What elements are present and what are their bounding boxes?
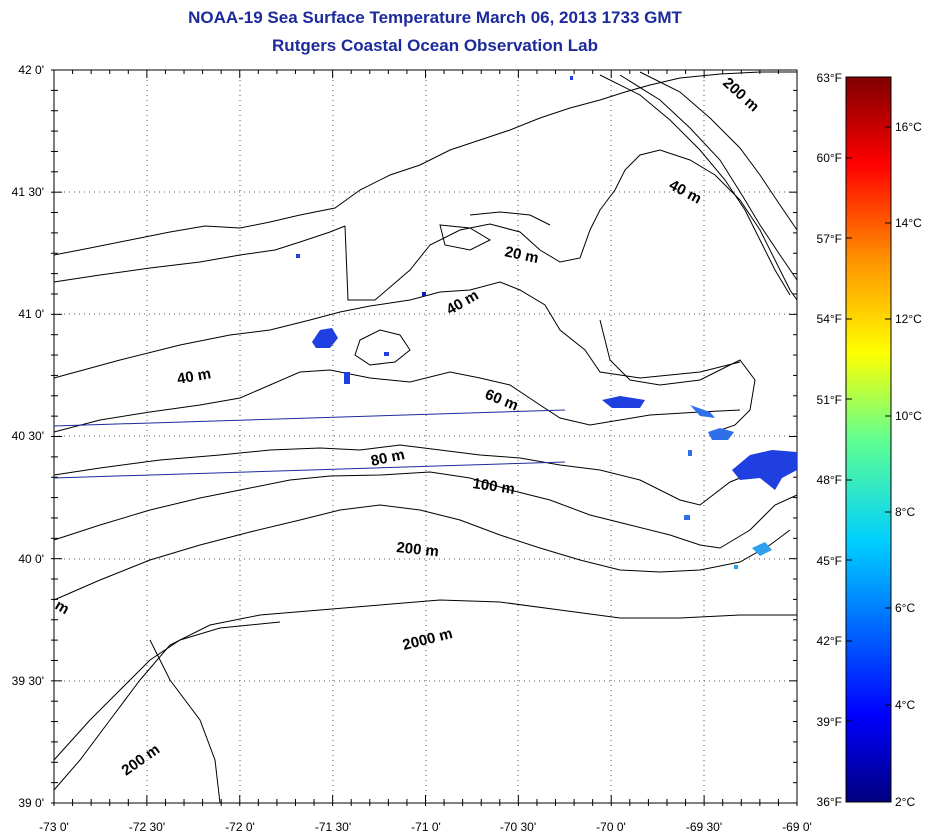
cb-c-label: 10°C — [895, 409, 922, 423]
cb-f-label: 42°F — [817, 634, 842, 648]
cb-c-label: 12°C — [895, 312, 922, 326]
cb-f-label: 39°F — [817, 715, 842, 729]
lon-label: -72 30' — [129, 820, 165, 834]
contour-label-200m-a: 200 m — [396, 539, 440, 560]
lat-label: 40 0' — [18, 552, 44, 566]
lat-label: 41 0' — [18, 307, 44, 321]
contour-label-100m: 100 m — [471, 475, 515, 498]
map-title: NOAA-19 Sea Surface Temperature March 06… — [188, 8, 682, 27]
lon-label: -73 0' — [39, 820, 69, 834]
lat-axis-labels: 42 0' 41 30' 41 0' 40 30' 40 0' 39 30' 3… — [12, 63, 44, 810]
transect-lines — [53, 409, 566, 479]
lat-label: 42 0' — [18, 63, 44, 77]
lon-label: -70 0' — [596, 820, 626, 834]
cb-f-label: 63°F — [817, 71, 842, 85]
map-subtitle: Rutgers Coastal Ocean Observation Lab — [272, 36, 598, 55]
cb-f-label: 36°F — [817, 795, 842, 809]
lon-label: -71 0' — [411, 820, 441, 834]
lat-label: 40 30' — [12, 429, 44, 443]
lat-label: 41 30' — [12, 185, 44, 199]
bathymetry-contours — [53, 71, 798, 804]
cb-f-label: 60°F — [817, 151, 842, 165]
lon-label: -69 0' — [782, 820, 812, 834]
lon-axis-labels: -73 0' -72 30' -72 0' -71 30' -71 0' -70… — [39, 820, 812, 834]
cb-f-label: 57°F — [817, 232, 842, 246]
lon-label: -69 30' — [686, 820, 722, 834]
graticule — [54, 70, 797, 803]
cb-c-label: 14°C — [895, 216, 922, 230]
lat-label: 39 0' — [18, 796, 44, 810]
coastline — [53, 71, 798, 433]
cb-f-label: 45°F — [817, 554, 842, 568]
cb-f-label: 51°F — [817, 393, 842, 407]
cb-c-label: 4°C — [895, 698, 915, 712]
cb-c-label: 8°C — [895, 505, 915, 519]
colorbar-ticks — [846, 76, 891, 803]
colorbar-fahrenheit-labels: 63°F 60°F 57°F 54°F 51°F 48°F 45°F 42°F … — [817, 71, 842, 809]
lon-label: -70 30' — [500, 820, 536, 834]
lat-label: 39 30' — [12, 674, 44, 688]
colorbar-celsius-labels: 16°C 14°C 12°C 10°C 8°C 6°C 4°C 2°C — [895, 120, 922, 809]
lon-label: -72 0' — [225, 820, 255, 834]
lon-label: -71 30' — [315, 820, 351, 834]
plot-frame — [53, 69, 798, 804]
cb-f-label: 48°F — [817, 473, 842, 487]
cb-c-label: 16°C — [895, 120, 922, 134]
cb-f-label: 54°F — [817, 312, 842, 326]
colorbar — [845, 76, 892, 803]
contour-label-20m: 20 m — [503, 243, 540, 267]
axis-ticks — [51, 69, 798, 806]
cb-c-label: 2°C — [895, 795, 915, 809]
cb-c-label: 6°C — [895, 601, 915, 615]
contour-label-40m-b: 40 m — [176, 365, 213, 388]
sst-observations — [296, 76, 797, 569]
contour-label-80m: 80 m — [369, 446, 406, 470]
